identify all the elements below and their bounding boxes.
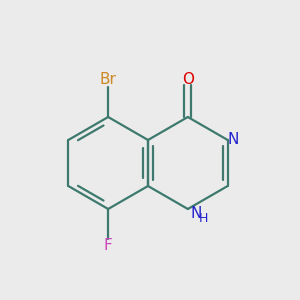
Text: Br: Br <box>100 73 117 88</box>
Text: N: N <box>190 206 202 220</box>
Text: F: F <box>104 238 112 253</box>
Text: O: O <box>182 71 194 86</box>
Text: N: N <box>228 133 239 148</box>
Text: H: H <box>199 212 208 224</box>
